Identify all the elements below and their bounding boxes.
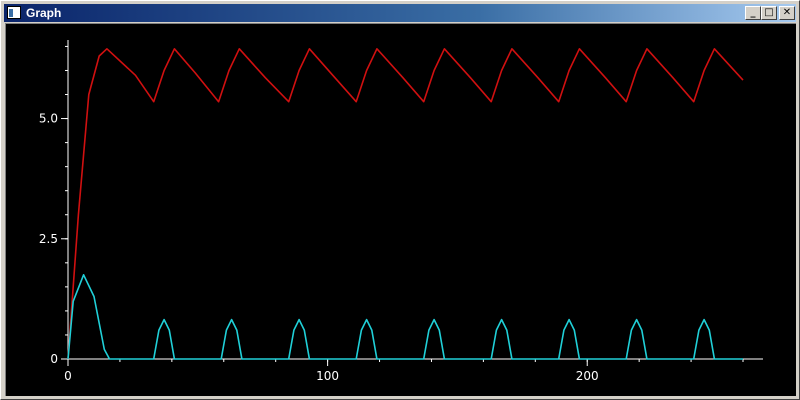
red-series-line xyxy=(67,48,744,360)
minimize-button[interactable]: _ xyxy=(745,6,761,20)
window-title: Graph xyxy=(26,6,62,20)
y-tick-label: 5.0 xyxy=(39,112,58,126)
maximize-button[interactable]: □ xyxy=(761,6,777,20)
line-chart: 0 2.5 5.0 0 100 200 xyxy=(39,40,763,383)
close-button[interactable]: ✕ xyxy=(779,6,795,20)
plot-area: 0 2.5 5.0 0 100 200 xyxy=(5,23,796,396)
y-tick-label: 0 xyxy=(50,352,58,366)
title-bar[interactable]: Graph _ □ ✕ xyxy=(4,4,796,22)
y-tick-label: 2.5 xyxy=(39,232,58,246)
x-tick-label: 100 xyxy=(316,369,339,383)
x-tick-label: 200 xyxy=(576,369,599,383)
x-tick-label: 0 xyxy=(64,369,72,383)
cyan-series-line xyxy=(67,274,743,360)
app-window-icon[interactable] xyxy=(7,6,21,19)
